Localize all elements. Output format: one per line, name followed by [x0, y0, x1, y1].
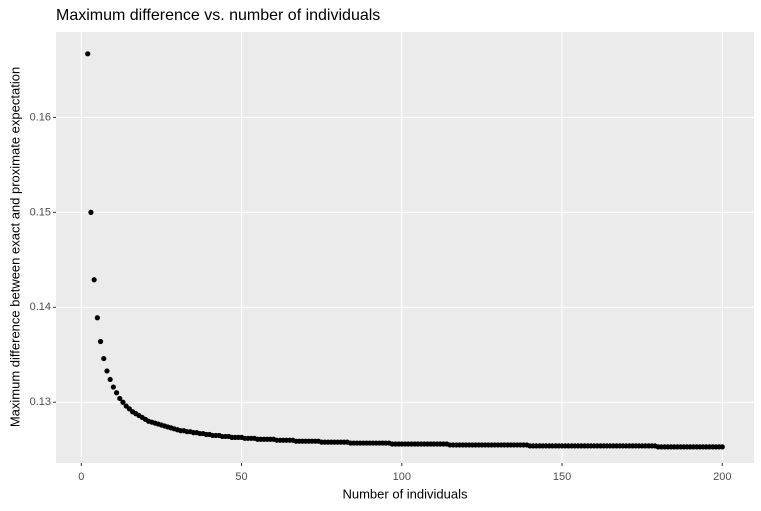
point: [107, 376, 113, 383]
point: [719, 444, 725, 450]
point: [113, 390, 120, 396]
y-axis-label: Maximum difference between exact and pro…: [7, 67, 22, 427]
point: [120, 399, 126, 405]
point: [88, 209, 94, 215]
point: [94, 315, 100, 321]
x-tick-label: 150: [553, 471, 571, 483]
point: [91, 277, 97, 283]
x-tick-label: 50: [235, 471, 247, 483]
y-tick-label: 0.14: [30, 301, 51, 313]
y-tick-label: 0.16: [30, 111, 51, 123]
point: [97, 338, 104, 345]
point: [85, 51, 91, 57]
x-tick-label: 0: [78, 471, 84, 483]
y-tick-label: 0.15: [30, 206, 51, 218]
y-tick-label: 0.13: [30, 396, 51, 408]
point: [117, 395, 123, 402]
point: [101, 355, 107, 362]
point: [104, 368, 110, 374]
panel: [56, 32, 754, 463]
x-tick-label: 200: [713, 471, 731, 483]
chart-title: Maximum difference vs. number of individ…: [56, 7, 380, 24]
x-tick-label: 100: [393, 471, 411, 483]
x-axis-label: Number of individuals: [342, 486, 468, 501]
point: [110, 384, 116, 390]
